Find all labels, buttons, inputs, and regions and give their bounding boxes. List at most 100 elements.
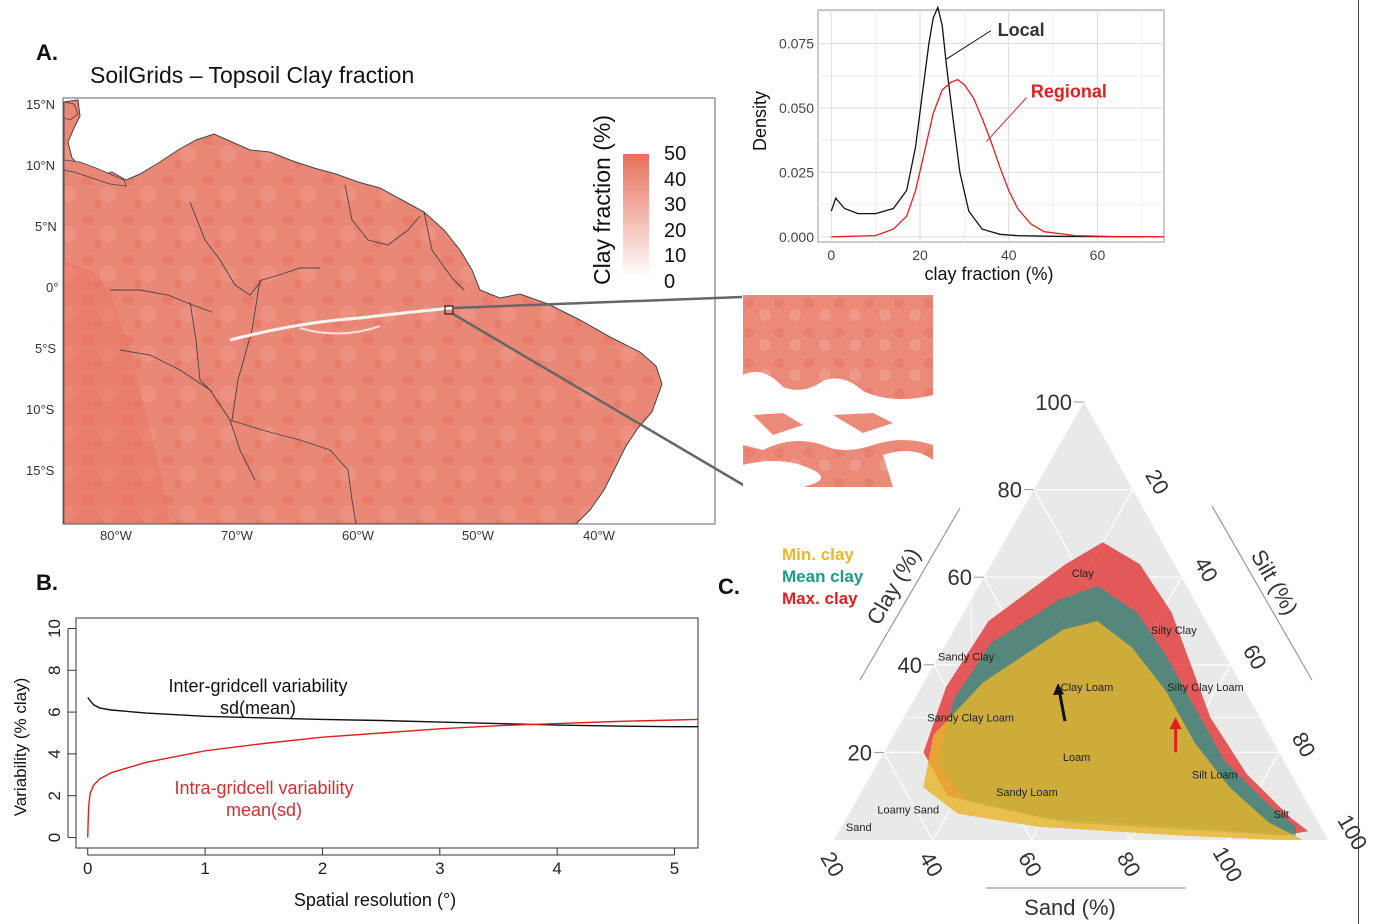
y-axis-label: Density	[750, 91, 770, 151]
silt-tick-label: 20	[1140, 465, 1174, 499]
y-tick-label: 0.075	[779, 36, 814, 52]
lat-label: 10°S	[26, 402, 55, 417]
texture-class-label: Silty Clay	[1151, 625, 1197, 637]
sand-axis-title: Sand (%)	[1024, 895, 1116, 920]
density-plot-area	[817, 9, 1165, 243]
clay-tick-label: 80	[998, 478, 1022, 503]
y-tick-label: 0.050	[779, 100, 814, 116]
x-tick-label: 0	[827, 247, 835, 263]
lon-label: 50°W	[462, 528, 494, 543]
x-tick-label: 40	[1001, 247, 1017, 263]
legend-value: 10	[664, 245, 687, 267]
silt-tick-label: 40	[1189, 553, 1223, 587]
x-axis-label: Spatial resolution (°)	[294, 890, 456, 910]
colorbar	[623, 154, 649, 278]
ternary-chart: Clay Silty Clay Sandy Clay Clay Loam Silty C…	[820, 390, 1373, 920]
series-label-regional: Regional	[1031, 82, 1107, 102]
arrowhead	[1053, 683, 1064, 696]
y-tick-label: 0.000	[779, 229, 814, 245]
texture-class-label: Sand	[846, 822, 872, 834]
annotation-intra: Intra-gridcell variability	[174, 778, 353, 798]
silt-tick-label: 60	[1238, 640, 1272, 674]
panel-c-letter: C.	[718, 574, 740, 599]
sand-tick-label: 20	[820, 847, 849, 881]
lon-label: 40°W	[583, 528, 615, 543]
clay-tick-label: 40	[898, 653, 922, 678]
texture-class-label: Clay Loam	[1061, 682, 1114, 694]
label-pointer	[986, 97, 1027, 142]
texture-class-label: Sandy Loam	[996, 787, 1058, 799]
texture-class-label: Clay	[1072, 568, 1095, 580]
variability-chart: 0 1 2 3 4 5 0 2 4 6 8 10 Spatial resolution (°) Varia…	[11, 617, 699, 910]
silt-tick-label: 80	[1287, 728, 1321, 762]
y-tick-label: 2	[45, 791, 64, 800]
legend-value: 30	[664, 194, 687, 216]
legend-value: 40	[664, 169, 687, 191]
texture-class-label: Sandy Clay Loam	[927, 713, 1014, 725]
legend-min-clay: Min. clay	[782, 545, 854, 564]
texture-class-label: Silt Loam	[1192, 770, 1238, 782]
ternary-grid-line	[883, 752, 934, 841]
y-tick-label: 0.025	[779, 164, 814, 180]
legend-value: 20	[664, 220, 687, 242]
texture-class-label: Silty Clay Loam	[1167, 682, 1243, 694]
lon-label: 70°W	[221, 528, 253, 543]
lat-label: 10°N	[26, 158, 56, 173]
lat-label: 15°N	[26, 97, 56, 112]
texture-class-label: Loam	[1063, 752, 1091, 764]
y-tick-label: 4	[45, 749, 64, 758]
density-chart: 0 20 40 60 0.000 0.025 0.050 0.075 clay fraction…	[750, 5, 1165, 284]
annotation-inter: sd(mean)	[220, 698, 296, 718]
panel-a-letter: A.	[36, 40, 58, 65]
x-tick-label: 3	[435, 859, 444, 878]
texture-class-label: Silt	[1274, 809, 1289, 821]
lat-label: 5°S	[35, 341, 57, 356]
x-tick-label: 5	[670, 859, 679, 878]
amazon-river	[229, 306, 453, 342]
x-tick-label: 0	[83, 859, 92, 878]
x-tick-label: 1	[200, 859, 209, 878]
central-america	[63, 159, 127, 187]
silt-axis-arrow	[1211, 505, 1313, 681]
silt-axis-title: Silt (%)	[1246, 545, 1303, 619]
series-line	[87, 718, 699, 838]
clay-tick-label: 20	[848, 740, 872, 765]
clay-tick-label: 60	[948, 565, 972, 590]
label-pointer	[946, 30, 992, 60]
clay-tick-label: 100	[1035, 390, 1072, 415]
y-axis-label: Variability (% clay)	[11, 678, 30, 817]
country-borders	[110, 184, 465, 525]
series-line	[87, 697, 698, 728]
sand-tick-label: 80	[1112, 847, 1146, 881]
lat-label: 5°N	[35, 219, 57, 234]
andes-region	[64, 260, 170, 524]
silt-tick-label: 100	[1332, 810, 1372, 854]
legend-value: 0	[664, 271, 676, 293]
lat-label: 0°	[46, 280, 59, 295]
texture-class-label: Sandy Clay	[938, 651, 995, 663]
sand-tick-label: 40	[914, 847, 948, 881]
sand-tick-label: 100	[1208, 842, 1248, 886]
series-line-local	[830, 5, 1142, 238]
x-axis-label: clay fraction (%)	[924, 264, 1053, 284]
legend-max-clay: Max. clay	[782, 589, 858, 608]
texture-class-label: Loamy Sand	[877, 805, 939, 817]
y-tick-label: 6	[45, 707, 64, 716]
region-min-clay	[923, 621, 1304, 840]
lon-label: 80°W	[100, 528, 132, 543]
panel-b-letter: B.	[36, 570, 58, 595]
y-tick-label: 8	[45, 666, 64, 675]
annotation-inter: Inter-gridcell variability	[168, 676, 347, 696]
lon-label: 60°W	[342, 528, 374, 543]
series-label-local: Local	[998, 20, 1045, 40]
y-tick-label: 0	[45, 833, 64, 842]
map-title: SoilGrids – Topsoil Clay fraction	[90, 62, 415, 88]
zoom-inset	[743, 295, 933, 487]
x-tick-label: 4	[552, 859, 561, 878]
legend-value: 50	[664, 143, 687, 165]
x-tick-label: 2	[318, 859, 327, 878]
x-tick-label: 60	[1090, 247, 1106, 263]
lat-label: 15°S	[26, 463, 55, 478]
legend-title: Clay fraction (%)	[589, 115, 615, 285]
page-border	[1358, 0, 1359, 924]
